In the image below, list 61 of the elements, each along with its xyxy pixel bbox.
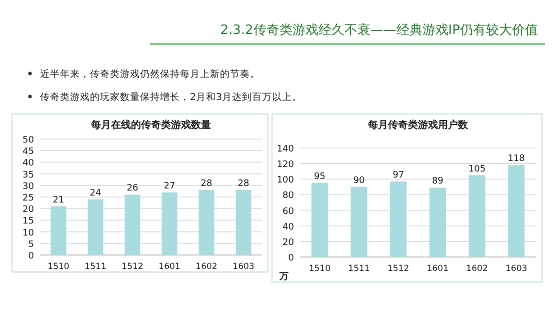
x-tick-label: 1602 — [466, 264, 488, 274]
y-tick-label: 40 — [22, 158, 34, 169]
x-tick-label: 1603 — [506, 264, 528, 274]
y-tick-label: 120 — [276, 160, 294, 170]
data-label: 27 — [164, 181, 176, 192]
y-tick-label: 0 — [288, 254, 294, 264]
data-label: 97 — [392, 170, 404, 180]
x-tick-label: 1602 — [196, 262, 218, 272]
x-tick-label: 1512 — [122, 262, 144, 272]
y-tick-label: 60 — [282, 206, 294, 217]
text: 2.3.2传奇类游戏经久不衰——经典游戏IP仍有较大价值 — [220, 22, 538, 38]
bar — [468, 175, 486, 257]
bar — [429, 188, 446, 257]
y-tick-label: 10 — [22, 228, 34, 238]
data-label: 105 — [468, 164, 486, 174]
y-axis-title: 万 — [278, 272, 288, 282]
data-label: 90 — [353, 176, 365, 186]
y-tick-label: 40 — [282, 222, 294, 232]
bar — [124, 194, 140, 255]
y-tick-label: 45 — [22, 147, 34, 158]
y-tick-label: 15 — [22, 216, 34, 227]
data-label: 21 — [52, 195, 64, 206]
bar — [350, 186, 368, 257]
y-tick-label: 25 — [22, 194, 34, 204]
data-label: 95 — [314, 172, 326, 182]
bar — [162, 192, 178, 255]
chart-title: 每月在线的传奇类游戏数量 — [90, 119, 211, 131]
data-label: 28 — [238, 179, 250, 190]
data-label: 26 — [126, 184, 138, 194]
data-label: 89 — [432, 176, 444, 187]
x-tick-label: 1601 — [426, 264, 448, 274]
y-tick-label: 5 — [28, 240, 34, 250]
data-label: 28 — [200, 179, 212, 190]
y-tick-label: 30 — [22, 182, 34, 192]
x-tick-label: 1511 — [84, 262, 106, 272]
bar — [236, 190, 252, 255]
text: 近半年来，传奇类游戏仍然保持每月上新的节奏。 — [40, 68, 260, 80]
data-label: 118 — [508, 154, 526, 164]
data-label: 24 — [90, 188, 102, 198]
y-tick-label: 100 — [276, 176, 294, 186]
bar — [311, 183, 328, 257]
y-tick-label: 50 — [22, 136, 34, 146]
x-tick-label: 1512 — [388, 264, 410, 274]
y-tick-label: 35 — [22, 170, 34, 180]
bar — [390, 181, 407, 257]
y-tick-label: 20 — [282, 238, 294, 248]
y-tick-label: 80 — [282, 191, 294, 202]
bar — [50, 206, 66, 255]
bar — [88, 199, 104, 255]
y-tick-label: 20 — [22, 205, 34, 216]
y-tick-label: 0 — [28, 252, 34, 262]
text: 传奇类游戏的玩家数量保持增长，2月和3月达到百万以上。 — [40, 91, 302, 103]
x-tick-label: 1510 — [308, 264, 330, 274]
bar — [508, 165, 525, 257]
x-tick-label: 1603 — [232, 262, 254, 272]
bar — [198, 190, 214, 255]
y-tick-label: 140 — [276, 144, 294, 154]
x-tick-label: 1510 — [48, 262, 70, 272]
x-tick-label: 1511 — [348, 264, 370, 274]
chart-title: 每月传奇类游戏用户数 — [367, 119, 469, 131]
x-tick-label: 1601 — [158, 262, 180, 272]
